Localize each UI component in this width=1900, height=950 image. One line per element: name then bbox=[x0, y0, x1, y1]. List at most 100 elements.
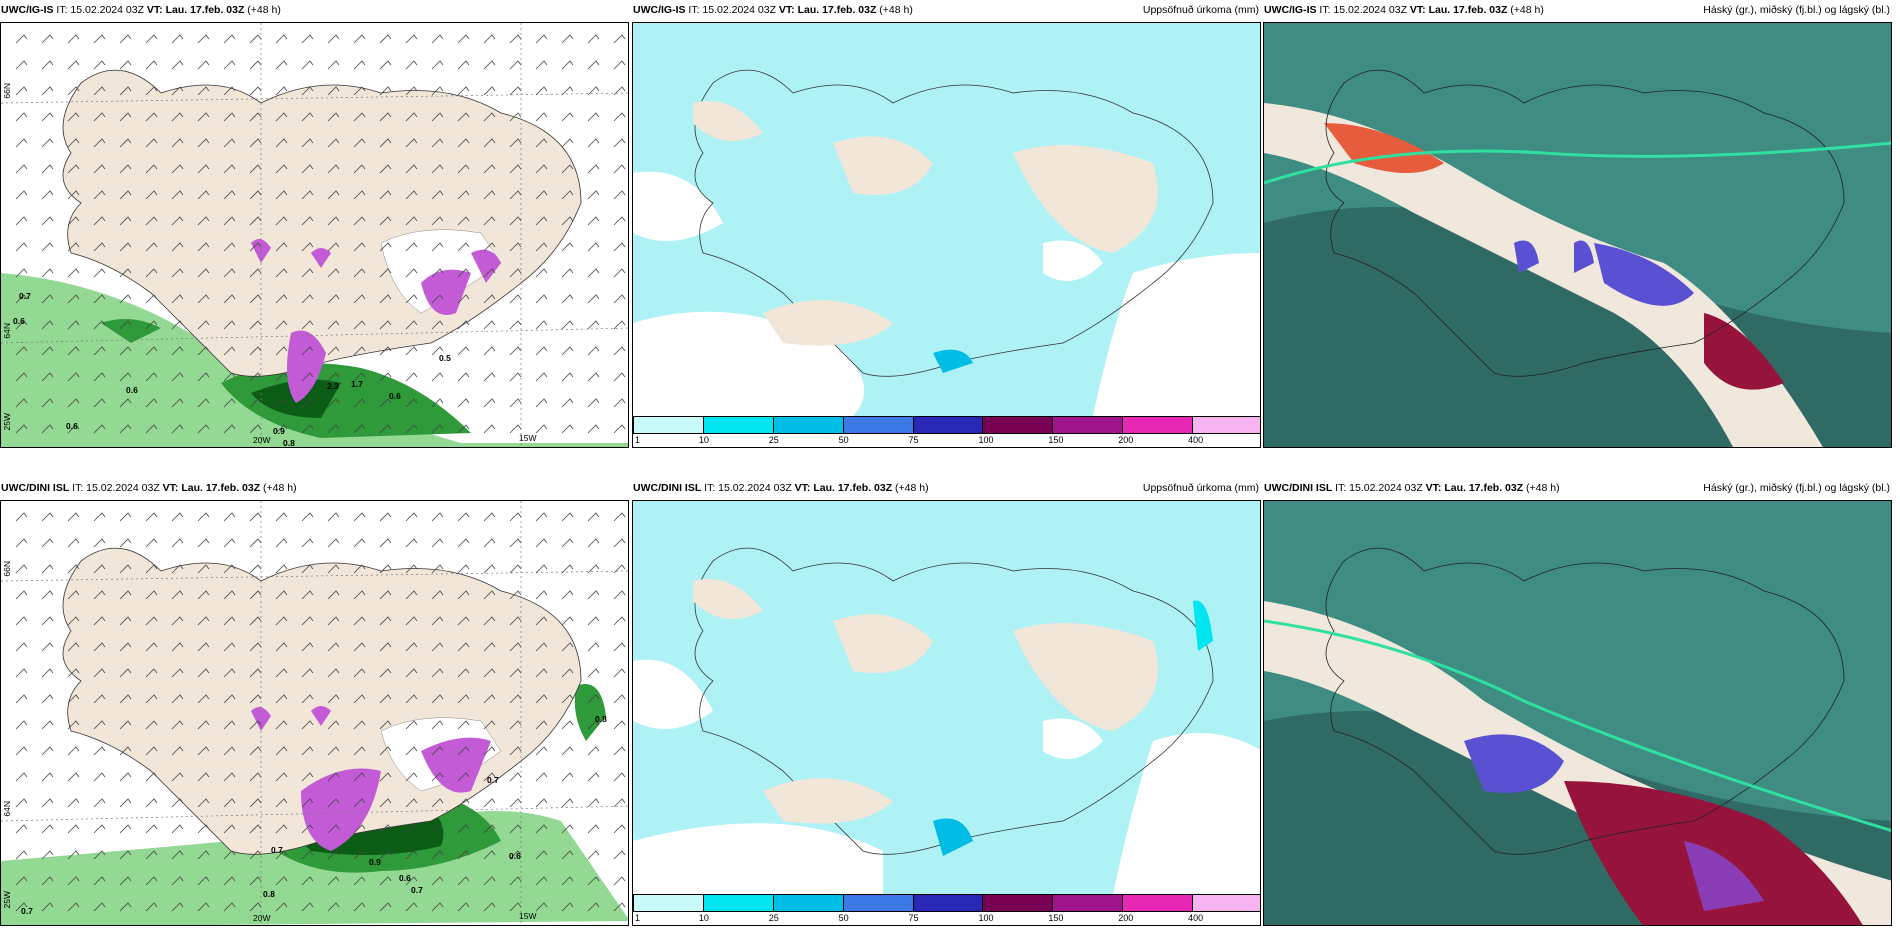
lon-label-25: 25W bbox=[2, 413, 12, 431]
wind-barb bbox=[145, 746, 158, 756]
init-time: IT: 15.02.2024 03Z bbox=[72, 482, 160, 494]
wind-barb bbox=[67, 346, 80, 356]
wind-barb bbox=[145, 798, 158, 808]
wind-value: 0.8 bbox=[283, 438, 295, 448]
wind-barb bbox=[119, 798, 132, 808]
wind-barb bbox=[509, 668, 522, 678]
wind-barb bbox=[613, 320, 626, 330]
wind-map: 66N 64N 25W 20W 15W 0.7 0.6 0.6 0.6 0.8 … bbox=[0, 22, 629, 448]
wind-barb bbox=[535, 564, 548, 574]
wind-value: 0.6 bbox=[399, 873, 411, 883]
wind-barb bbox=[561, 320, 574, 330]
wind-barb bbox=[119, 398, 132, 408]
wind-barb bbox=[509, 60, 522, 70]
colorbar-swatch bbox=[912, 416, 984, 434]
wind-barb bbox=[457, 512, 470, 522]
wind-barb bbox=[509, 590, 522, 600]
cloud-map bbox=[1263, 500, 1892, 926]
wind-barb bbox=[67, 876, 80, 886]
wind-barb bbox=[535, 346, 548, 356]
valid-time: Lau. 17.feb. 03Z bbox=[1444, 482, 1524, 494]
wind-barb bbox=[613, 746, 626, 756]
wind-barb bbox=[379, 616, 392, 626]
wind-barb bbox=[431, 538, 444, 548]
wind-barb bbox=[15, 590, 28, 600]
wind-barb bbox=[327, 564, 340, 574]
wind-barb bbox=[457, 242, 470, 252]
wind-barb bbox=[561, 642, 574, 652]
wind-barb bbox=[41, 642, 54, 652]
wind-barb bbox=[587, 346, 600, 356]
wind-barb bbox=[431, 398, 444, 408]
wind-barb bbox=[93, 294, 106, 304]
colorbar-tick: 150 bbox=[1048, 435, 1064, 445]
wind-barb bbox=[223, 138, 236, 148]
wind-barb bbox=[171, 902, 184, 912]
wind-barb bbox=[405, 138, 418, 148]
wind-barb bbox=[275, 798, 288, 808]
wind-barb bbox=[171, 112, 184, 122]
wind-barb bbox=[457, 798, 470, 808]
wind-barb bbox=[353, 798, 366, 808]
wind-barb bbox=[405, 798, 418, 808]
wind-barb bbox=[197, 538, 210, 548]
model-name: UWC/DINI ISL bbox=[1, 482, 70, 494]
wind-barb bbox=[41, 86, 54, 96]
wind-barb bbox=[613, 216, 626, 226]
wind-value: 0.7 bbox=[411, 885, 423, 895]
wind-barb bbox=[327, 424, 340, 434]
wind-value: 0.7 bbox=[271, 845, 283, 855]
wind-barb bbox=[119, 512, 132, 522]
wind-barb bbox=[379, 190, 392, 200]
wind-barb bbox=[561, 850, 574, 860]
wind-barb bbox=[15, 320, 28, 330]
init-time: IT: 15.02.2024 03Z bbox=[688, 4, 776, 16]
wind-barb bbox=[119, 538, 132, 548]
model-name: UWC/DINI ISL bbox=[633, 482, 702, 494]
wind-barb bbox=[41, 824, 54, 834]
colorbar-swatch bbox=[982, 894, 1054, 912]
wind-barb bbox=[613, 772, 626, 782]
wind-barb bbox=[431, 190, 444, 200]
wind-barb bbox=[379, 694, 392, 704]
wind-barb bbox=[41, 564, 54, 574]
wind-value: 0.6 bbox=[509, 851, 521, 861]
wind-barb bbox=[67, 268, 80, 278]
wind-barb bbox=[197, 512, 210, 522]
wind-barb bbox=[301, 694, 314, 704]
wind-barb bbox=[67, 642, 80, 652]
wind-barb bbox=[457, 746, 470, 756]
wind-barb bbox=[405, 746, 418, 756]
wind-barb bbox=[405, 902, 418, 912]
colorbar-swatch bbox=[1192, 894, 1260, 912]
wind-value: 0.7 bbox=[19, 291, 31, 301]
wind-barb bbox=[327, 850, 340, 860]
wind-barb bbox=[405, 772, 418, 782]
wind-barb bbox=[41, 746, 54, 756]
wind-barb bbox=[197, 216, 210, 226]
wind-barb bbox=[353, 216, 366, 226]
wind-barb bbox=[301, 720, 314, 730]
wind-barb bbox=[431, 772, 444, 782]
wind-barb bbox=[405, 824, 418, 834]
colorbar-tick: 1 bbox=[635, 913, 641, 923]
wind-barb bbox=[145, 824, 158, 834]
wind-barb bbox=[509, 642, 522, 652]
colorbar-swatch bbox=[772, 894, 844, 912]
wind-barb bbox=[431, 34, 444, 44]
wind-barb bbox=[171, 86, 184, 96]
colorbar-swatch bbox=[912, 894, 984, 912]
wind-barb bbox=[353, 294, 366, 304]
wind-barb bbox=[457, 824, 470, 834]
wind-barb bbox=[509, 372, 522, 382]
wind-value: 0.6 bbox=[13, 316, 25, 326]
wind-barb bbox=[405, 512, 418, 522]
precip-map: 1 10 25 50 75 100 150 200 400 bbox=[632, 22, 1261, 448]
wind-barb bbox=[249, 746, 262, 756]
wind-barb bbox=[431, 876, 444, 886]
wind-barb bbox=[67, 86, 80, 96]
wind-barb bbox=[483, 268, 496, 278]
product-title: Uppsöfnuð úrkoma (mm) bbox=[1142, 4, 1259, 16]
wind-barb bbox=[197, 190, 210, 200]
wind-barb bbox=[249, 512, 262, 522]
